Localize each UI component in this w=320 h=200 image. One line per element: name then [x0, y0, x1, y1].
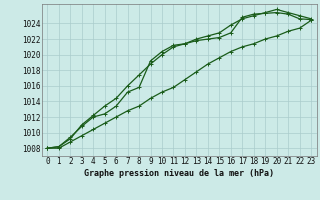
- X-axis label: Graphe pression niveau de la mer (hPa): Graphe pression niveau de la mer (hPa): [84, 169, 274, 178]
